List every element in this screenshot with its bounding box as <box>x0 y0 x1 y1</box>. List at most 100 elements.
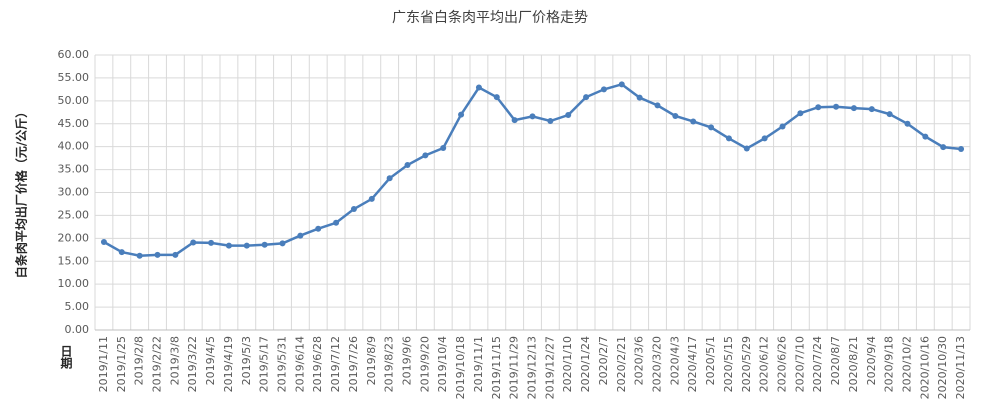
x-tick-label: 2019/10/18 <box>454 336 467 399</box>
x-tick-label: 2020/6/12 <box>758 336 771 392</box>
point <box>850 105 857 112</box>
x-tick-label: 2020/2/21 <box>615 336 628 392</box>
y-tick-label: 10.00 <box>58 277 90 290</box>
point <box>493 94 500 101</box>
x-tick-label: 2019/11/15 <box>490 336 503 399</box>
x-tick-label: 2020/10/2 <box>901 336 914 392</box>
point <box>761 135 768 142</box>
y-tick-label: 45.00 <box>58 117 90 130</box>
x-tick-label: 2020/4/17 <box>686 336 699 392</box>
x-tick-label: 2019/2/22 <box>151 336 164 392</box>
x-tick-label: 2020/10/30 <box>936 336 949 399</box>
point <box>154 251 161 258</box>
point <box>833 103 840 110</box>
chart-title: 广东省白条肉平均出厂价格走势 <box>392 9 588 26</box>
point <box>690 118 697 125</box>
x-tick-label: 2020/6/26 <box>776 336 789 392</box>
point <box>922 133 929 140</box>
point <box>940 144 947 151</box>
x-tick-label: 2020/9/4 <box>865 336 878 385</box>
point <box>636 94 643 101</box>
x-tick-label: 2019/3/8 <box>168 336 181 385</box>
x-tick-label: 2019/8/9 <box>365 336 378 385</box>
x-axis-title: 日期 <box>59 345 73 370</box>
point <box>190 239 197 246</box>
x-tick-label: 2019/10/4 <box>436 336 449 392</box>
point <box>547 118 554 124</box>
point <box>368 195 375 202</box>
y-tick-label: 30.00 <box>58 186 90 199</box>
x-tick-label: 2019/5/17 <box>258 336 271 392</box>
point <box>350 206 357 212</box>
point <box>279 240 286 247</box>
point <box>779 123 786 130</box>
x-tick-label: 2019/12/27 <box>543 336 556 399</box>
point <box>600 86 607 93</box>
x-tick-label: 2020/5/1 <box>704 336 717 385</box>
point <box>904 120 911 127</box>
point <box>404 162 411 168</box>
x-tick-label: 2020/5/29 <box>740 336 753 392</box>
x-tick-label: 2019/9/20 <box>418 336 431 392</box>
x-tick-label: 2019/12/13 <box>526 336 539 399</box>
y-tick-label: 5.00 <box>65 300 90 313</box>
point <box>654 102 661 109</box>
point <box>225 242 232 249</box>
point <box>958 145 965 152</box>
y-tick-label: 25.00 <box>58 208 90 221</box>
point <box>868 106 875 113</box>
point <box>422 152 429 159</box>
x-tick-label: 2020/1/10 <box>561 336 574 392</box>
x-tick-label: 2019/9/6 <box>401 336 414 385</box>
x-tick-label: 2020/8/21 <box>847 336 860 392</box>
point <box>172 251 179 258</box>
point <box>297 232 304 239</box>
x-tick-label: 2020/3/6 <box>633 336 646 385</box>
point <box>475 84 482 91</box>
point <box>565 112 572 119</box>
point <box>743 145 750 152</box>
x-tick-label: 2020/11/13 <box>954 336 967 399</box>
point <box>618 81 625 88</box>
point <box>529 113 536 120</box>
x-tick-label: 2019/1/11 <box>97 336 110 392</box>
point <box>100 239 107 245</box>
x-tick-label: 2020/7/10 <box>793 336 806 392</box>
point <box>583 94 590 101</box>
point <box>725 135 732 142</box>
point <box>886 111 893 118</box>
point <box>261 241 268 248</box>
y-tick-label: 0.00 <box>65 323 90 336</box>
x-tick-label: 2020/7/24 <box>811 336 824 392</box>
point <box>708 124 715 131</box>
x-tick-label: 2019/7/26 <box>347 336 360 392</box>
x-tick-label: 2020/4/3 <box>668 336 681 385</box>
point <box>333 219 340 226</box>
y-tick-label: 20.00 <box>58 231 90 244</box>
y-tick-label: 40.00 <box>58 140 90 153</box>
x-tick-label: 2019/3/22 <box>186 336 199 392</box>
x-tick-label: 2019/11/1 <box>472 336 485 392</box>
point <box>511 117 518 124</box>
x-tick-label: 2020/8/7 <box>829 336 842 385</box>
point <box>136 252 143 259</box>
point <box>386 175 393 182</box>
x-tick-label: 2019/4/19 <box>222 336 235 392</box>
point <box>815 104 822 111</box>
x-tick-label: 2020/2/7 <box>597 336 610 385</box>
point <box>118 249 125 256</box>
point <box>672 112 679 119</box>
x-tick-label: 2020/1/24 <box>579 336 592 392</box>
y-axis-title: 白条肉平均出厂价格（元/公斤） <box>14 106 29 278</box>
y-tick-label: 55.00 <box>58 71 90 84</box>
point <box>208 239 215 246</box>
point <box>315 225 322 232</box>
y-tick-label: 60.00 <box>58 48 90 61</box>
point <box>797 110 804 117</box>
y-tick-label: 35.00 <box>58 163 90 176</box>
x-tick-label: 2019/7/12 <box>329 336 342 392</box>
y-tick-label: 15.00 <box>58 254 90 267</box>
point <box>243 242 250 249</box>
x-tick-label: 2020/5/15 <box>722 336 735 392</box>
